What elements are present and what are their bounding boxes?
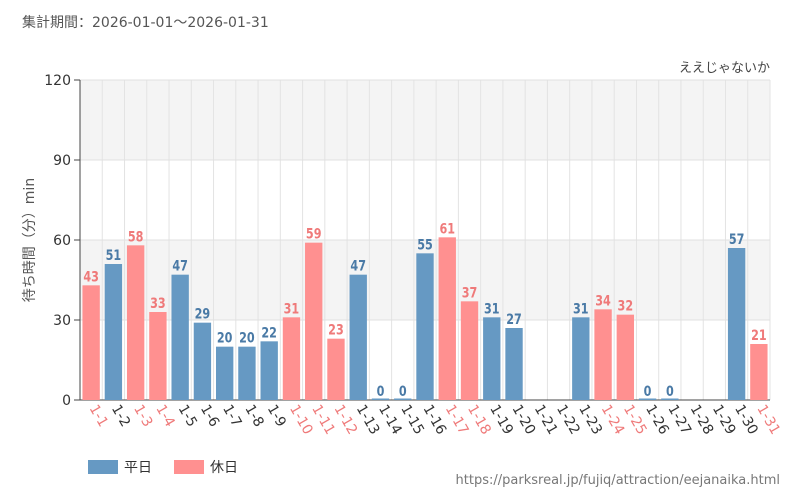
bar	[616, 314, 635, 400]
x-tick-label: 1-9	[264, 402, 289, 430]
x-tick-label: 1-2	[108, 402, 133, 430]
x-tick-label: 1-5	[175, 402, 200, 430]
bar	[171, 274, 189, 400]
bar-value-label: 27	[506, 311, 522, 328]
legend-swatch-weekday	[88, 460, 118, 474]
bar-value-label: 43	[83, 268, 99, 285]
legend-label-holiday: 休日	[210, 460, 238, 476]
legend-swatch-holiday	[174, 460, 204, 474]
bar-value-label: 59	[306, 225, 322, 242]
bar-value-label: 51	[106, 247, 122, 264]
bar-value-label: 20	[239, 329, 255, 346]
bar	[193, 322, 212, 400]
bar-value-label: 57	[729, 231, 745, 248]
period-label: 集計期間：2026-01-01～2026-01-31	[22, 15, 269, 31]
bar	[149, 312, 167, 400]
bar-value-label: 22	[261, 324, 277, 341]
legend: 平日 休日	[88, 457, 260, 477]
bar-value-label: 20	[217, 329, 233, 346]
bar	[260, 341, 278, 400]
bar	[750, 344, 768, 400]
bar-value-label: 31	[573, 300, 589, 317]
x-tick-label: 1-4	[152, 402, 177, 430]
bar	[126, 245, 145, 400]
bar-value-label: 47	[350, 257, 366, 274]
x-tick-label: 1-3	[130, 402, 155, 430]
bar	[238, 346, 256, 400]
bar-value-label: 29	[195, 305, 211, 322]
bar	[638, 398, 657, 400]
bar	[327, 338, 345, 400]
bar	[572, 317, 590, 400]
bar	[594, 309, 612, 400]
bar	[727, 248, 746, 400]
bar	[416, 253, 434, 400]
bar-value-label: 31	[484, 300, 500, 317]
legend-label-weekday: 平日	[124, 460, 152, 476]
bar-value-label: 61	[439, 220, 455, 237]
y-tick-label: 0	[62, 393, 71, 409]
bar-value-label: 58	[128, 228, 144, 245]
bar	[349, 274, 367, 400]
bar-value-label: 37	[462, 284, 478, 301]
bar	[483, 317, 501, 400]
bar	[371, 398, 390, 400]
bar	[460, 301, 479, 400]
bar-value-label: 0	[666, 383, 674, 400]
x-tick-label: 1-1	[86, 402, 111, 430]
bar-value-label: 33	[150, 295, 166, 312]
bar	[104, 264, 123, 400]
bar	[438, 237, 456, 400]
x-tick-label: 1-7	[219, 402, 244, 430]
bar	[82, 285, 100, 400]
bar-value-label: 0	[377, 383, 385, 400]
grid-band	[80, 80, 770, 160]
legend-item-holiday: 休日	[174, 457, 238, 477]
source-url: https://parksreal.jp/fujiq/attraction/ee…	[455, 473, 780, 488]
bar	[305, 242, 323, 400]
y-tick-label: 30	[53, 313, 71, 329]
bar-value-label: 0	[644, 383, 652, 400]
bar-value-label: 23	[328, 321, 344, 338]
y-tick-label: 60	[53, 233, 71, 249]
bar	[215, 346, 234, 400]
bar-value-label: 32	[618, 297, 634, 314]
bar	[394, 398, 412, 400]
y-tick-label: 90	[53, 153, 71, 169]
legend-item-weekday: 平日	[88, 457, 152, 477]
bar-value-label: 47	[172, 257, 188, 274]
y-tick-label: 120	[44, 73, 71, 89]
x-tick-label: 1-8	[241, 402, 266, 430]
x-tick-label: 1-6	[197, 402, 222, 430]
bar	[505, 328, 523, 400]
bar	[661, 398, 679, 400]
bar-value-label: 0	[399, 383, 407, 400]
y-axis-label: 待ち時間（分）min	[22, 178, 38, 302]
bar-value-label: 21	[751, 327, 767, 344]
bar-value-label: 34	[595, 292, 611, 309]
bar-value-label: 55	[417, 236, 433, 253]
bar	[282, 317, 301, 400]
x-tick-label: 1-31	[753, 402, 783, 438]
chart-title: ええじゃないか	[679, 61, 770, 76]
bar-value-label: 31	[284, 300, 300, 317]
